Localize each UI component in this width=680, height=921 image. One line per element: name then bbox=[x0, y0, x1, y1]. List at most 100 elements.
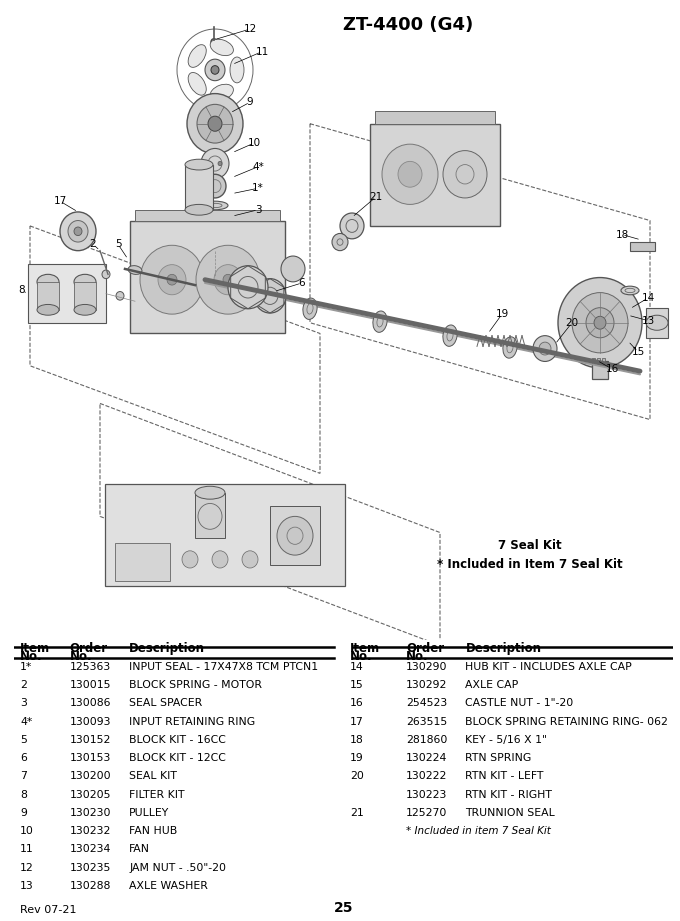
Circle shape bbox=[443, 151, 487, 198]
Text: * Included in item 7 Seal Kit: * Included in item 7 Seal Kit bbox=[406, 826, 551, 836]
Circle shape bbox=[586, 308, 614, 338]
Ellipse shape bbox=[303, 298, 317, 320]
Circle shape bbox=[74, 227, 82, 236]
Text: Order: Order bbox=[69, 642, 108, 655]
Circle shape bbox=[558, 277, 642, 367]
Text: 17: 17 bbox=[53, 196, 67, 206]
Circle shape bbox=[60, 212, 96, 251]
Text: 4*: 4* bbox=[252, 162, 264, 171]
Bar bbox=[195, 493, 225, 538]
Ellipse shape bbox=[188, 45, 206, 67]
Text: FILTER KIT: FILTER KIT bbox=[129, 789, 184, 799]
Text: BLOCK KIT - 12CC: BLOCK KIT - 12CC bbox=[129, 753, 226, 764]
Circle shape bbox=[140, 245, 204, 314]
Text: 130093: 130093 bbox=[69, 717, 111, 727]
Ellipse shape bbox=[204, 234, 226, 241]
Ellipse shape bbox=[195, 486, 225, 499]
Polygon shape bbox=[630, 242, 655, 251]
Text: 8: 8 bbox=[18, 286, 25, 296]
Ellipse shape bbox=[373, 311, 387, 332]
Circle shape bbox=[208, 116, 222, 132]
Text: 6: 6 bbox=[20, 753, 27, 764]
Text: 263515: 263515 bbox=[406, 717, 447, 727]
Text: 21: 21 bbox=[369, 192, 383, 202]
Circle shape bbox=[594, 316, 606, 329]
Ellipse shape bbox=[621, 286, 639, 295]
Bar bbox=[130, 220, 285, 333]
Text: Rev 07-21: Rev 07-21 bbox=[20, 905, 77, 915]
Ellipse shape bbox=[263, 288, 277, 309]
Text: 7: 7 bbox=[20, 771, 27, 781]
Text: 16: 16 bbox=[350, 698, 364, 708]
Text: 130288: 130288 bbox=[69, 880, 111, 891]
Text: 10: 10 bbox=[248, 138, 260, 148]
Text: 125363: 125363 bbox=[69, 662, 111, 671]
Bar bbox=[370, 123, 500, 226]
Circle shape bbox=[102, 270, 110, 279]
Text: RTN KIT - RIGHT: RTN KIT - RIGHT bbox=[465, 789, 552, 799]
Text: 2: 2 bbox=[90, 239, 97, 250]
Bar bbox=[646, 308, 668, 338]
Text: 15: 15 bbox=[631, 347, 645, 356]
Circle shape bbox=[332, 233, 348, 251]
Text: FAN: FAN bbox=[129, 845, 150, 855]
Text: AXLE WASHER: AXLE WASHER bbox=[129, 880, 208, 891]
Text: CASTLE NUT - 1"-20: CASTLE NUT - 1"-20 bbox=[465, 698, 574, 708]
Ellipse shape bbox=[646, 315, 668, 331]
Text: RTN SPRING: RTN SPRING bbox=[465, 753, 532, 764]
Text: 130153: 130153 bbox=[69, 753, 111, 764]
Circle shape bbox=[197, 104, 233, 143]
Circle shape bbox=[214, 264, 242, 295]
Circle shape bbox=[211, 65, 219, 75]
Text: 11: 11 bbox=[256, 47, 269, 56]
Text: 19: 19 bbox=[495, 309, 509, 320]
Text: 14: 14 bbox=[641, 293, 655, 303]
Bar bbox=[37, 282, 59, 309]
Text: 130290: 130290 bbox=[406, 662, 447, 671]
Text: 11: 11 bbox=[20, 845, 34, 855]
Text: 130152: 130152 bbox=[69, 735, 111, 745]
Text: No.: No. bbox=[350, 650, 373, 663]
Circle shape bbox=[281, 256, 305, 282]
Circle shape bbox=[212, 551, 228, 568]
Text: SEAL SPACER: SEAL SPACER bbox=[129, 698, 202, 708]
Text: 130015: 130015 bbox=[69, 680, 111, 690]
Text: 130292: 130292 bbox=[406, 680, 447, 690]
Circle shape bbox=[201, 148, 229, 179]
Text: 15: 15 bbox=[350, 680, 364, 690]
Text: 21: 21 bbox=[350, 808, 364, 818]
Text: 6: 6 bbox=[299, 278, 305, 288]
Text: 1*: 1* bbox=[252, 183, 264, 193]
Text: 130232: 130232 bbox=[69, 826, 111, 836]
Text: KEY - 5/16 X 1": KEY - 5/16 X 1" bbox=[465, 735, 547, 745]
Text: INPUT RETAINING RING: INPUT RETAINING RING bbox=[129, 717, 255, 727]
Text: 9: 9 bbox=[20, 808, 27, 818]
Text: 12: 12 bbox=[243, 24, 256, 34]
Text: 13: 13 bbox=[641, 316, 655, 326]
Ellipse shape bbox=[202, 217, 228, 226]
Text: * Included in Item 7 Seal Kit: * Included in Item 7 Seal Kit bbox=[437, 558, 623, 571]
Ellipse shape bbox=[185, 204, 213, 216]
Text: AXLE CAP: AXLE CAP bbox=[465, 680, 519, 690]
Text: 130224: 130224 bbox=[406, 753, 447, 764]
Circle shape bbox=[187, 94, 243, 154]
Text: 16: 16 bbox=[605, 364, 619, 374]
Text: 130200: 130200 bbox=[69, 771, 112, 781]
Circle shape bbox=[539, 342, 551, 355]
Text: RTN KIT - LEFT: RTN KIT - LEFT bbox=[465, 771, 544, 781]
Circle shape bbox=[218, 161, 222, 166]
Circle shape bbox=[205, 59, 225, 81]
Text: 9: 9 bbox=[247, 98, 254, 107]
Bar bbox=[375, 111, 495, 123]
Text: SEAL KIT: SEAL KIT bbox=[129, 771, 177, 781]
Circle shape bbox=[533, 335, 557, 361]
Text: 130235: 130235 bbox=[69, 863, 111, 872]
Bar bbox=[185, 165, 213, 210]
Ellipse shape bbox=[210, 40, 233, 55]
Ellipse shape bbox=[210, 84, 233, 100]
Text: Item: Item bbox=[350, 642, 380, 655]
Text: Order: Order bbox=[406, 642, 444, 655]
Text: 130205: 130205 bbox=[69, 789, 111, 799]
Text: Description: Description bbox=[129, 642, 205, 655]
Text: 3: 3 bbox=[20, 698, 27, 708]
